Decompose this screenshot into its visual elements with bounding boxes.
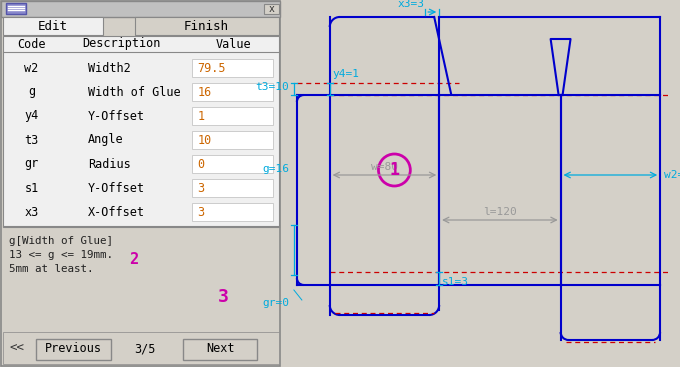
Text: Description: Description (83, 37, 161, 51)
Bar (192, 83, 273, 101)
Text: 2: 2 (129, 251, 138, 266)
Text: w2=79.5: w2=79.5 (664, 170, 680, 180)
Text: 5mm at least.: 5mm at least. (9, 264, 94, 274)
Text: w2: w2 (24, 62, 39, 75)
Text: 1: 1 (390, 161, 399, 179)
Text: t3=10: t3=10 (255, 82, 289, 92)
Text: gr=0: gr=0 (262, 298, 289, 308)
Bar (135, 17, 279, 35)
Text: X-Offset: X-Offset (88, 206, 145, 218)
Bar (192, 59, 273, 77)
Text: x: x (269, 4, 275, 14)
Text: g=16: g=16 (262, 164, 289, 174)
Text: x3: x3 (24, 206, 39, 218)
Text: Angle: Angle (88, 134, 124, 146)
Text: x3=3: x3=3 (397, 0, 424, 9)
Text: Code: Code (18, 37, 46, 51)
Text: y4=1: y4=1 (333, 69, 360, 79)
Text: 10: 10 (197, 134, 211, 146)
Text: 0: 0 (197, 157, 205, 171)
Text: 16: 16 (197, 86, 211, 98)
Text: y4: y4 (24, 109, 39, 123)
Text: 3: 3 (197, 182, 205, 195)
Bar (5, 3, 26, 14)
Bar (3, 332, 279, 364)
Bar (192, 107, 273, 125)
Text: Edit: Edit (38, 19, 68, 33)
Text: w=80: w=80 (371, 162, 398, 172)
Bar (192, 155, 273, 173)
Text: g[Width of Glue]: g[Width of Glue] (9, 236, 113, 246)
Text: 13 <= g <= 19mm.: 13 <= g <= 19mm. (9, 250, 113, 260)
Bar (3, 17, 103, 35)
Text: 3/5: 3/5 (134, 342, 155, 356)
Bar (264, 4, 279, 14)
Text: Y-Offset: Y-Offset (88, 109, 145, 123)
Text: <<: << (10, 342, 24, 355)
Text: Width of Glue: Width of Glue (88, 86, 181, 98)
Bar (192, 179, 273, 197)
Bar (192, 131, 273, 149)
Text: l=120: l=120 (483, 207, 517, 217)
Text: 3: 3 (197, 206, 205, 218)
Text: Width2: Width2 (88, 62, 131, 75)
Text: s1=3: s1=3 (442, 277, 469, 287)
Text: gr: gr (24, 157, 39, 171)
Bar (3, 36, 279, 227)
Bar (36, 339, 111, 360)
Text: Next: Next (206, 342, 235, 356)
Text: s1: s1 (24, 182, 39, 195)
Text: t3: t3 (24, 134, 39, 146)
Text: Value: Value (216, 37, 252, 51)
Text: 79.5: 79.5 (197, 62, 226, 75)
Bar (1, 1, 280, 17)
Text: 3: 3 (218, 288, 229, 306)
Bar (183, 339, 257, 360)
Bar (192, 203, 273, 221)
Text: Y-Offset: Y-Offset (88, 182, 145, 195)
Text: 1: 1 (197, 109, 205, 123)
Text: Radius: Radius (88, 157, 131, 171)
Text: Finish: Finish (184, 19, 229, 33)
Text: Previous: Previous (45, 342, 102, 356)
Text: g: g (28, 86, 35, 98)
